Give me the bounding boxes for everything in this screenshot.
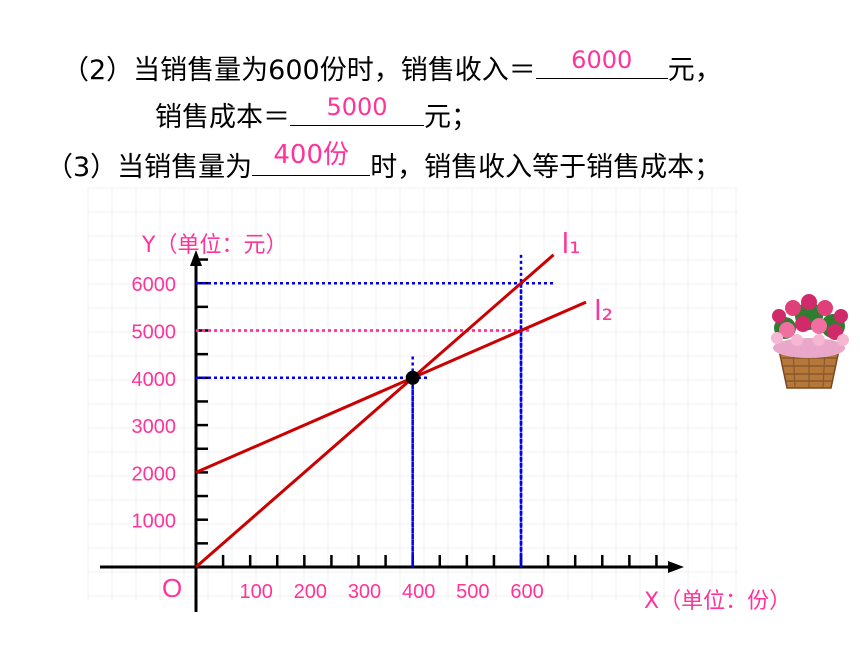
flower-basket-image	[771, 294, 849, 389]
y-tick-label: 5000	[132, 322, 177, 344]
y-tick-label: 1000	[132, 511, 177, 533]
x-axis-title: X（单位：份）	[644, 589, 791, 614]
x-axis-arrow	[668, 561, 684, 573]
q2-line2-prefix: 销售成本＝	[155, 102, 290, 133]
series-label-1: l₁	[562, 227, 581, 260]
q3-prefix: （3）当销售量为	[46, 152, 253, 183]
q2-line1-prefix: （2）当销售量为600份时，销售收入＝	[62, 55, 536, 86]
q3-answer: 400份	[273, 140, 349, 170]
y-tick-label: 3000	[132, 416, 177, 438]
series-line-1	[195, 253, 555, 569]
q2-line1-suffix: 元，	[667, 55, 722, 86]
x-tick-label: 100	[239, 581, 272, 603]
origin-label: O	[162, 573, 182, 603]
intersection-point	[405, 370, 420, 385]
series-line-2	[195, 300, 587, 474]
question-3-line: （3）当销售量为 400份 时，销售收入等于销售成本；	[46, 140, 722, 184]
y-tick-label: 6000	[132, 274, 177, 296]
question-2-line-1: （2）当销售量为600份时，销售收入＝ 6000 元，	[62, 46, 722, 87]
y-axis-arrow	[190, 250, 202, 266]
x-tick-label: 500	[456, 581, 489, 603]
q2-line2-suffix: 元；	[424, 102, 478, 133]
x-tick-label: 400	[402, 581, 435, 603]
x-tick-label: 300	[348, 581, 381, 603]
y-tick-label: 4000	[132, 369, 177, 391]
x-tick-label: 200	[294, 581, 327, 603]
x-tick-label: 600	[510, 581, 543, 603]
q2-income-answer: 6000	[571, 46, 633, 74]
q3-blank: 400份	[252, 140, 371, 176]
q2-cost-blank: 5000	[290, 93, 424, 126]
series-label-2: l₂	[594, 294, 613, 327]
y-tick-label: 2000	[132, 463, 177, 485]
q2-cost-answer: 5000	[326, 93, 388, 121]
question-2-line-2: 销售成本＝ 5000 元；	[155, 93, 478, 134]
y-axis-title: Y（单位：元）	[141, 233, 287, 258]
q3-suffix: 时，销售收入等于销售成本；	[370, 152, 722, 183]
q2-income-blank: 6000	[535, 46, 668, 79]
